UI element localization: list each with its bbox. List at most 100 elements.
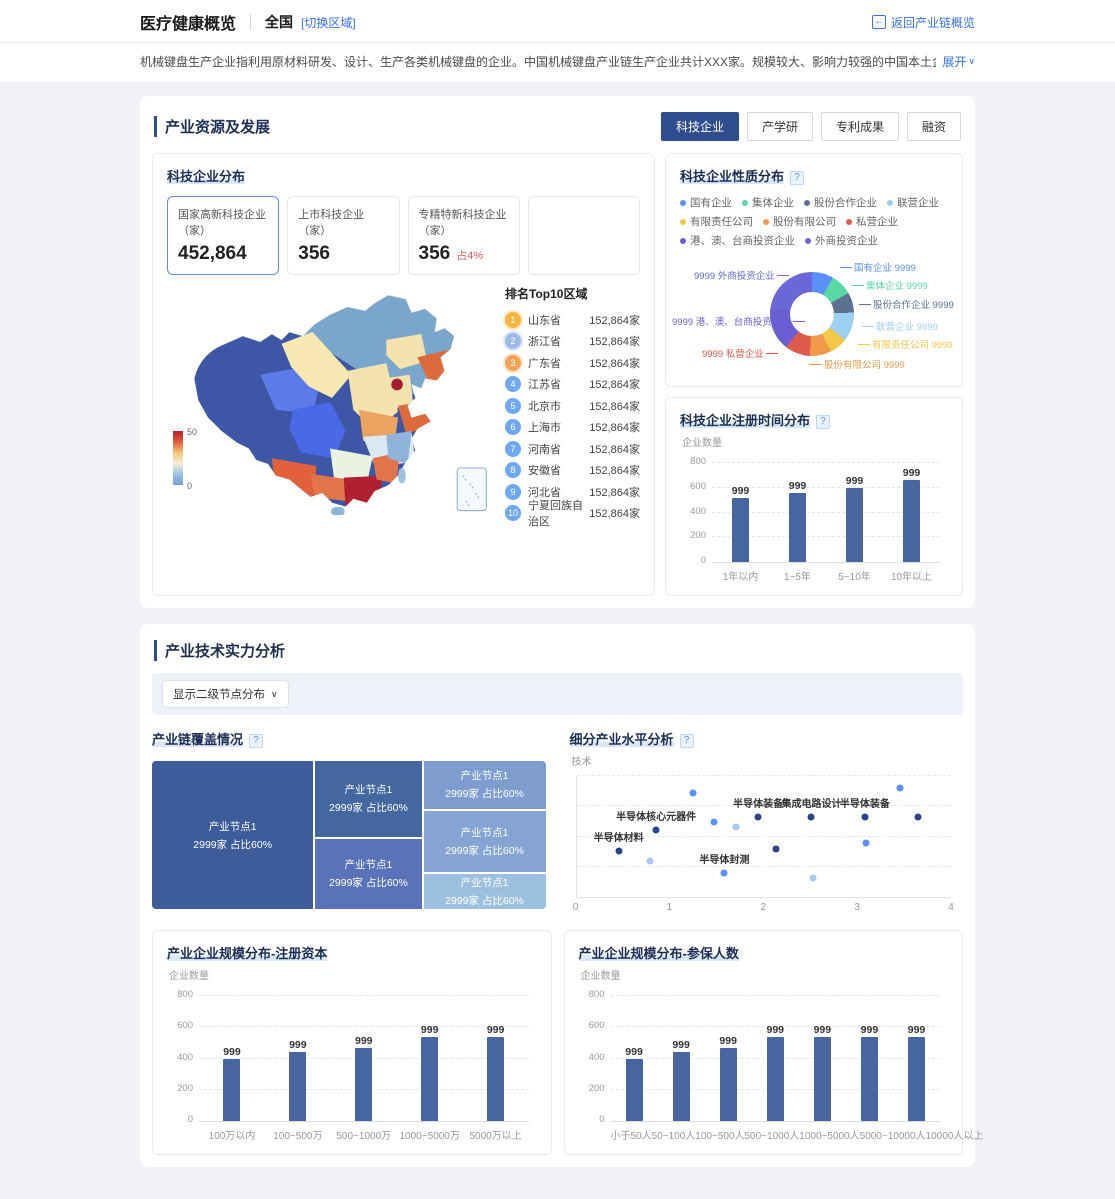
legend-dot-icon bbox=[763, 218, 769, 225]
scatter-point[interactable] bbox=[615, 847, 623, 855]
tab-产学研[interactable]: 产学研 bbox=[746, 112, 813, 141]
tab-融资[interactable]: 融资 bbox=[906, 112, 961, 141]
legend-item: 集体企业 bbox=[742, 195, 794, 210]
bar-column[interactable]: 999 bbox=[799, 996, 846, 1121]
scatter-point[interactable] bbox=[710, 818, 718, 826]
x-tick: 50~100人 bbox=[651, 1131, 696, 1142]
ranking-value: 152,864家 bbox=[589, 336, 640, 349]
help-icon[interactable]: ? bbox=[790, 170, 805, 185]
x-tick: 500~1000人 bbox=[744, 1131, 800, 1142]
stat-label: 专精特新科技企业（家） bbox=[418, 209, 507, 237]
bar-column[interactable]: 999 bbox=[265, 996, 331, 1121]
insured-bar-chart[interactable]: 企业数量 0 200 400 600 800 999 999 999 999 999 bbox=[579, 967, 984, 1142]
bar-column[interactable]: 999 bbox=[199, 996, 265, 1121]
capital-title: 产业企业规模分布-注册资本 bbox=[167, 946, 328, 961]
bar-column[interactable]: 999 bbox=[331, 996, 397, 1121]
treemap-node[interactable]: 产业节点1 2999家 占比60% bbox=[152, 761, 314, 909]
stat-card[interactable]: 专精特新科技企业（家） 356 占4% bbox=[407, 196, 520, 275]
legend-max-label: 50 bbox=[187, 427, 198, 437]
x-tick: 100万以内 bbox=[208, 1131, 256, 1142]
scatter-point[interactable] bbox=[896, 784, 904, 792]
scatter-point[interactable] bbox=[809, 874, 817, 882]
bar-column[interactable]: 999 bbox=[658, 996, 705, 1121]
legend-item: 私营企业 bbox=[846, 214, 898, 229]
expand-link[interactable]: 展开 ∨ bbox=[942, 55, 975, 69]
nature-donut-chart[interactable]: 国有企业 9999 集体企业 9999 股份合作企业 9999 联营企业 9999 有限… bbox=[672, 256, 954, 374]
insured-scale-panel: 产业企业规模分布-参保人数 企业数量 0 200 400 600 800 999 999 … bbox=[563, 930, 984, 1155]
ranking-region: 河北省 bbox=[528, 486, 561, 499]
switch-region-link[interactable]: [切换区域] bbox=[301, 15, 356, 30]
x-tick: 2 bbox=[760, 902, 767, 913]
gridline bbox=[712, 511, 940, 513]
bar-column[interactable]: 999 bbox=[705, 996, 752, 1121]
bar-column[interactable]: 999 bbox=[611, 996, 658, 1121]
scatter-point-label: 半导体封测 bbox=[699, 854, 750, 866]
x-tick: 4 bbox=[948, 902, 954, 913]
ranking-row: 3 广东省 152,864家 bbox=[505, 352, 640, 374]
treemap-node[interactable]: 产业节点1 2999家 占比60% bbox=[423, 810, 546, 873]
section-title-resources: 产业资源及发展 bbox=[154, 116, 270, 137]
bar bbox=[908, 1036, 925, 1121]
scatter-point[interactable] bbox=[646, 857, 654, 865]
registration-time-bar-chart[interactable]: 企业数量 0 200 400 600 800 999 999 999 999 1年以内 1~… bbox=[680, 434, 948, 583]
stat-card[interactable] bbox=[527, 196, 640, 275]
tab-科技企业[interactable]: 科技企业 bbox=[660, 112, 739, 141]
tab-专利成果[interactable]: 专利成果 bbox=[820, 112, 899, 141]
legend-item: 有限责任公司 bbox=[680, 214, 753, 229]
treemap-node[interactable]: 产业节点1 2999家 占比60% bbox=[423, 874, 546, 909]
bar-column[interactable]: 999 bbox=[769, 463, 826, 562]
scatter-point[interactable] bbox=[861, 813, 869, 821]
treemap-node[interactable]: 产业节点1 2999家 占比60% bbox=[315, 761, 422, 837]
ranking-region: 浙江省 bbox=[528, 336, 561, 349]
bar-column[interactable]: 999 bbox=[883, 463, 940, 562]
scatter-point[interactable] bbox=[689, 789, 697, 797]
capital-bar-chart[interactable]: 企业数量 0 200 400 600 800 999 999 999 999 999 bbox=[167, 967, 537, 1142]
bar-value-label: 999 bbox=[907, 1023, 926, 1036]
chain-coverage-treemap[interactable]: 产业节点1 2999家 占比60% 产业节点1 2999家 占比60% 产业节点… bbox=[152, 761, 546, 909]
scatter-point[interactable] bbox=[862, 839, 870, 847]
bar-column[interactable]: 999 bbox=[846, 996, 893, 1121]
scatter-title: 细分产业水平分析 bbox=[569, 732, 674, 747]
insured-title: 产业企业规模分布-参保人数 bbox=[578, 946, 739, 961]
treemap-node-sub: 2999家 占比60% bbox=[445, 895, 524, 908]
stat-card[interactable]: 国家高新科技企业（家） 452,864 bbox=[167, 196, 280, 275]
bar-column[interactable]: 999 bbox=[893, 996, 940, 1121]
node-level-dropdown[interactable]: 显示二级节点分布 ∨ bbox=[162, 680, 289, 708]
treemap-node[interactable]: 产业节点1 2999家 占比60% bbox=[423, 761, 546, 809]
scatter-point[interactable] bbox=[914, 813, 922, 821]
bar bbox=[487, 1036, 505, 1121]
help-icon[interactable]: ? bbox=[816, 414, 831, 429]
gridline bbox=[576, 835, 951, 837]
treemap-node[interactable]: 产业节点1 2999家 占比60% bbox=[315, 838, 422, 909]
bar-value-label: 999 bbox=[486, 1023, 505, 1036]
china-choropleth-map[interactable]: 50 0 bbox=[167, 285, 497, 517]
bar-column[interactable]: 999 bbox=[397, 996, 463, 1121]
scatter-point[interactable] bbox=[754, 813, 762, 821]
bar-column[interactable]: 999 bbox=[712, 463, 769, 562]
y-tick: 200 bbox=[588, 1082, 605, 1094]
nature-title: 科技企业性质分布 bbox=[680, 169, 785, 184]
rank-medal-icon: 3 bbox=[505, 354, 521, 371]
donut-ring[interactable] bbox=[770, 272, 854, 356]
ranking-row: 4 江苏省 152,864家 bbox=[505, 374, 640, 396]
back-to-chain-overview-link[interactable]: ← 返回产业链概览 bbox=[871, 15, 975, 30]
scatter-point[interactable] bbox=[652, 826, 660, 834]
bar-column[interactable]: 999 bbox=[826, 463, 883, 562]
scatter-point[interactable] bbox=[807, 813, 815, 821]
bar-column[interactable]: 999 bbox=[463, 996, 529, 1121]
segment-level-scatter-chart[interactable]: 半导体材料 半导体核心元器件 半导体封测 半导体装备 集成电路设计 半导体装备 0 1 2 3 4 bbox=[570, 775, 964, 916]
x-tick: 10年以上 bbox=[890, 572, 933, 583]
scatter-point[interactable] bbox=[732, 823, 740, 831]
leader-line bbox=[776, 275, 789, 276]
help-icon[interactable]: ? bbox=[249, 733, 264, 748]
scatter-point[interactable] bbox=[720, 869, 728, 877]
bar bbox=[732, 497, 749, 562]
stat-card[interactable]: 上市科技企业（家） 356 bbox=[287, 196, 400, 275]
help-icon[interactable]: ? bbox=[679, 733, 694, 748]
capital-scale-panel: 产业企业规模分布-注册资本 企业数量 0 200 400 600 800 999 999 … bbox=[152, 930, 552, 1155]
regtime-title: 科技企业注册时间分布 bbox=[680, 413, 811, 428]
scatter-point[interactable] bbox=[772, 845, 780, 853]
bar-value-label: 999 bbox=[902, 467, 921, 480]
bar-column[interactable]: 999 bbox=[752, 996, 799, 1121]
rank-medal-icon: 4 bbox=[505, 376, 521, 393]
